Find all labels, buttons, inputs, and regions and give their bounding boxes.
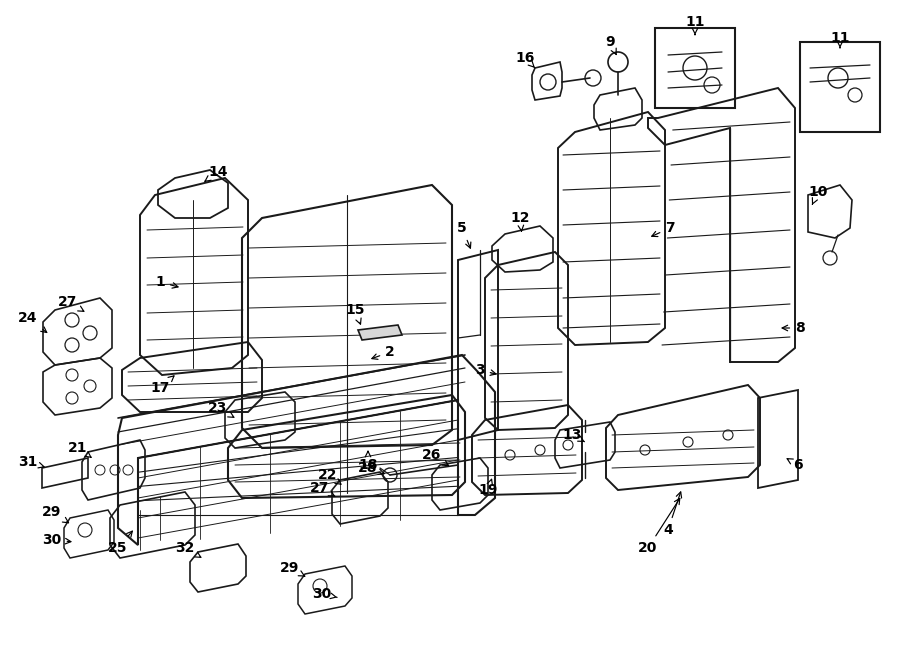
Text: 6: 6 <box>788 458 803 472</box>
Text: 27: 27 <box>58 295 84 311</box>
Text: 27: 27 <box>310 481 335 496</box>
Text: 1: 1 <box>155 275 178 289</box>
Text: 20: 20 <box>638 498 680 555</box>
Text: 29: 29 <box>42 505 68 523</box>
Text: 19: 19 <box>478 479 498 497</box>
Text: 28: 28 <box>358 461 384 475</box>
Text: 30: 30 <box>42 533 71 547</box>
Text: 21: 21 <box>68 441 91 457</box>
Text: 13: 13 <box>562 428 584 442</box>
Text: 10: 10 <box>808 185 828 205</box>
Text: 23: 23 <box>208 401 234 417</box>
Text: 15: 15 <box>346 303 365 324</box>
Text: 14: 14 <box>205 165 228 181</box>
Text: 12: 12 <box>510 211 530 231</box>
Text: 32: 32 <box>176 541 201 557</box>
Text: 25: 25 <box>108 531 132 555</box>
Text: 9: 9 <box>605 35 617 54</box>
Text: 26: 26 <box>422 448 448 466</box>
Text: 4: 4 <box>663 492 681 537</box>
Text: 29: 29 <box>280 561 305 577</box>
Text: 18: 18 <box>358 451 378 472</box>
Text: 8: 8 <box>782 321 805 335</box>
Text: 11: 11 <box>830 31 850 48</box>
Text: 16: 16 <box>516 51 535 68</box>
Text: 17: 17 <box>150 376 174 395</box>
Text: 31: 31 <box>18 455 44 469</box>
Text: 5: 5 <box>457 221 471 248</box>
Polygon shape <box>358 325 402 340</box>
Text: 24: 24 <box>18 311 47 332</box>
Text: 2: 2 <box>372 345 395 359</box>
Text: 22: 22 <box>319 468 341 485</box>
Text: 7: 7 <box>652 221 675 236</box>
Text: 11: 11 <box>685 15 705 34</box>
Text: 30: 30 <box>312 587 338 601</box>
Text: 3: 3 <box>475 363 496 377</box>
